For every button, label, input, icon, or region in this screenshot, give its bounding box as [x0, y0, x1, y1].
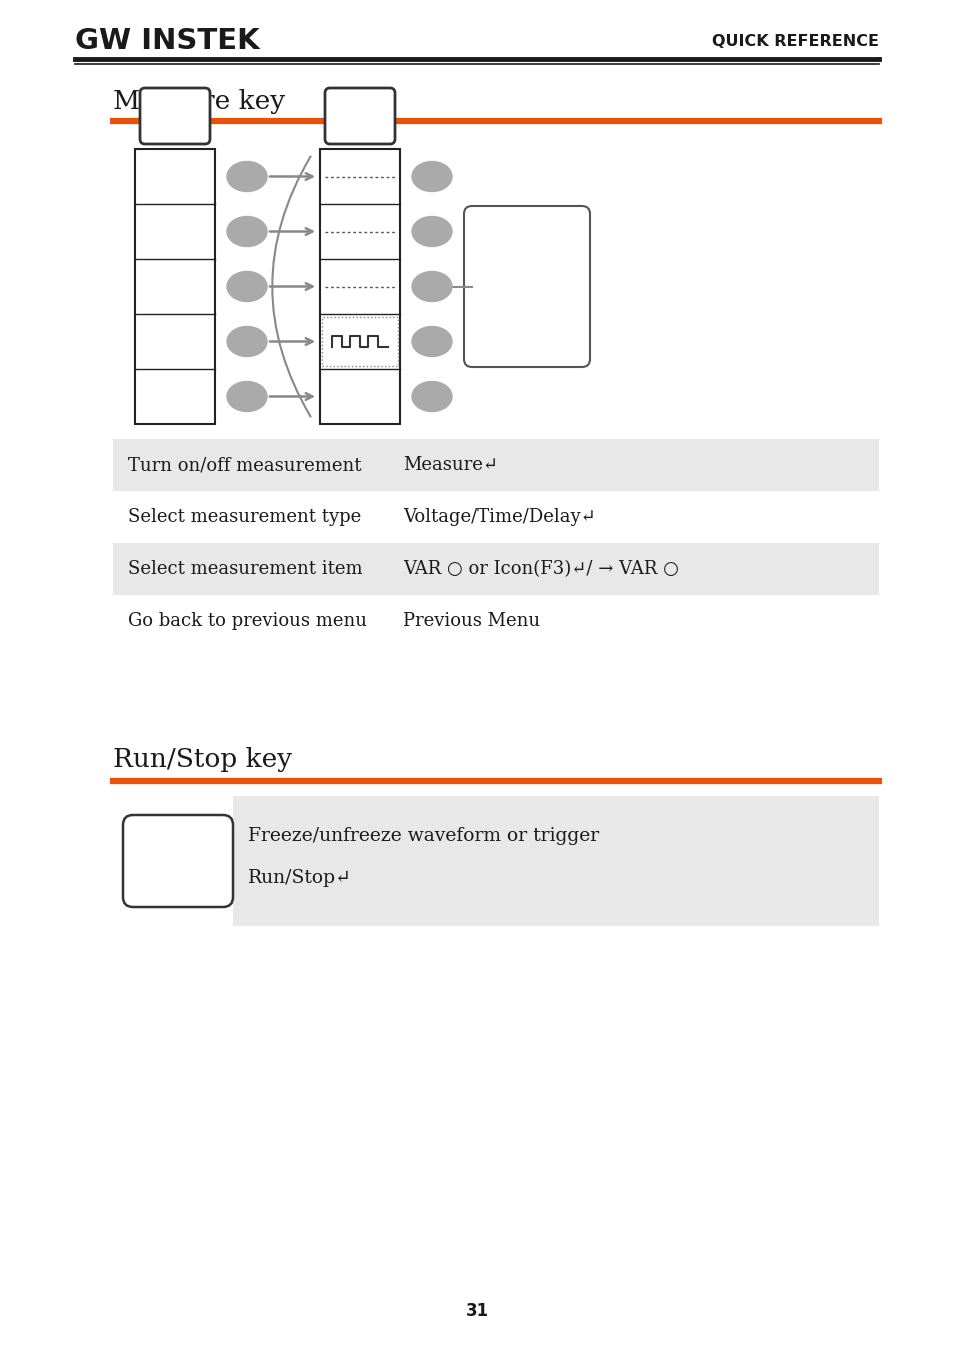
Text: Turn on/off measurement: Turn on/off measurement — [128, 456, 361, 473]
Bar — [233, 796, 878, 925]
FancyBboxPatch shape — [325, 88, 395, 144]
FancyBboxPatch shape — [463, 206, 589, 367]
Ellipse shape — [227, 216, 267, 247]
Bar — [135, 148, 214, 424]
Text: Previous Menu: Previous Menu — [402, 612, 539, 630]
Bar — [319, 148, 399, 424]
Ellipse shape — [412, 216, 452, 247]
Ellipse shape — [412, 162, 452, 192]
Ellipse shape — [227, 326, 267, 356]
Text: GW INSTEK: GW INSTEK — [75, 27, 259, 55]
Text: QUICK REFERENCE: QUICK REFERENCE — [711, 34, 878, 49]
Text: Select measurement type: Select measurement type — [128, 509, 361, 526]
Ellipse shape — [412, 326, 452, 356]
Text: Go back to previous menu: Go back to previous menu — [128, 612, 367, 630]
Ellipse shape — [412, 382, 452, 411]
Bar — [112, 438, 878, 491]
Bar — [322, 317, 397, 366]
Bar — [112, 544, 878, 595]
Ellipse shape — [227, 382, 267, 411]
Ellipse shape — [227, 271, 267, 301]
FancyBboxPatch shape — [140, 88, 210, 144]
Text: Select measurement item: Select measurement item — [128, 560, 362, 577]
Text: Voltage/Time/Delay↵: Voltage/Time/Delay↵ — [402, 509, 595, 526]
Text: Measure key: Measure key — [112, 89, 285, 113]
Text: 31: 31 — [465, 1302, 488, 1321]
Text: VAR ○ or Icon(F3)↵/ → VAR ○: VAR ○ or Icon(F3)↵/ → VAR ○ — [402, 560, 679, 577]
FancyBboxPatch shape — [123, 815, 233, 907]
Ellipse shape — [227, 162, 267, 192]
Text: Run/Stop key: Run/Stop key — [112, 746, 292, 772]
Text: Run/Stop↵: Run/Stop↵ — [248, 869, 352, 888]
Ellipse shape — [412, 271, 452, 301]
Text: Freeze/unfreeze waveform or trigger: Freeze/unfreeze waveform or trigger — [248, 827, 598, 844]
Text: Measure↵: Measure↵ — [402, 456, 497, 473]
